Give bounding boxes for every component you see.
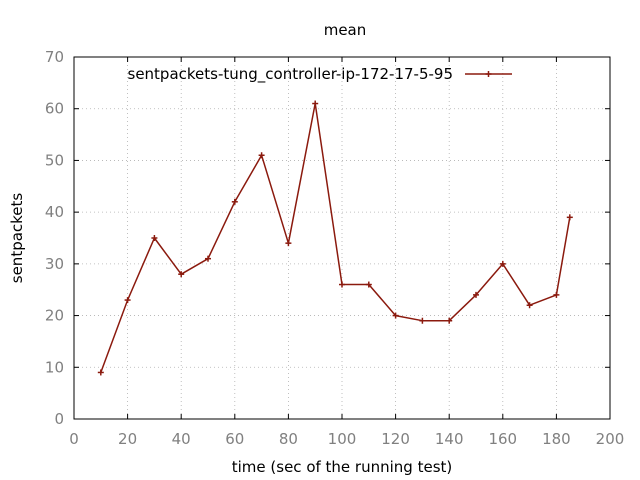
y-tick-label: 40 xyxy=(45,203,64,221)
data-point xyxy=(178,271,185,278)
axis-ticks: 0 20 40 60 80 100 120 140 160 180 200 0 10 20 30 40 50 60… xyxy=(45,48,624,448)
x-tick-label: 100 xyxy=(328,430,357,448)
legend-label: sentpackets-tung_controller-ip-172-17-5-… xyxy=(128,65,454,84)
x-tick-label: 0 xyxy=(69,430,79,448)
data-point xyxy=(553,291,560,298)
grid xyxy=(74,57,610,419)
x-tick-label: 160 xyxy=(488,430,517,448)
legend-marker xyxy=(485,71,492,77)
data-point xyxy=(473,291,479,298)
data-point xyxy=(205,255,211,262)
data-point xyxy=(151,235,158,241)
x-axis-label: time (sec of the running test) xyxy=(232,458,453,476)
data-point xyxy=(285,240,292,247)
data-point xyxy=(258,152,265,159)
x-tick-label: 200 xyxy=(596,430,625,448)
x-tick-label: 80 xyxy=(279,430,298,448)
legend-point xyxy=(485,71,492,77)
y-tick-label: 50 xyxy=(45,151,64,169)
chart-title: mean xyxy=(324,21,367,39)
data-point xyxy=(365,281,372,288)
legend: sentpackets-tung_controller-ip-172-17-5-… xyxy=(128,65,512,84)
x-tick-label: 140 xyxy=(435,430,464,448)
y-axis-label: sentpackets xyxy=(8,193,26,284)
y-tick-label: 30 xyxy=(45,255,64,273)
series-layer xyxy=(97,100,573,376)
y-tick-label: 0 xyxy=(54,410,64,428)
x-tick-label: 120 xyxy=(381,430,410,448)
y-tick-label: 60 xyxy=(45,100,64,118)
data-point xyxy=(419,317,426,324)
data-point xyxy=(339,281,345,288)
data-point xyxy=(566,214,573,221)
data-point xyxy=(312,100,319,107)
y-tick-label: 10 xyxy=(45,358,64,376)
data-point xyxy=(231,198,238,205)
x-tick-label: 180 xyxy=(542,430,571,448)
data-point xyxy=(97,369,104,376)
data-point xyxy=(392,312,399,319)
x-tick-label: 60 xyxy=(225,430,244,448)
x-tick-label: 40 xyxy=(172,430,191,448)
series-line xyxy=(100,102,571,373)
data-point xyxy=(499,260,506,267)
y-tick-label: 70 xyxy=(45,48,64,66)
data-point xyxy=(124,297,131,304)
x-tick-label: 20 xyxy=(118,430,137,448)
data-point xyxy=(446,317,453,324)
data-point xyxy=(526,302,533,309)
y-tick-label: 20 xyxy=(45,307,64,325)
